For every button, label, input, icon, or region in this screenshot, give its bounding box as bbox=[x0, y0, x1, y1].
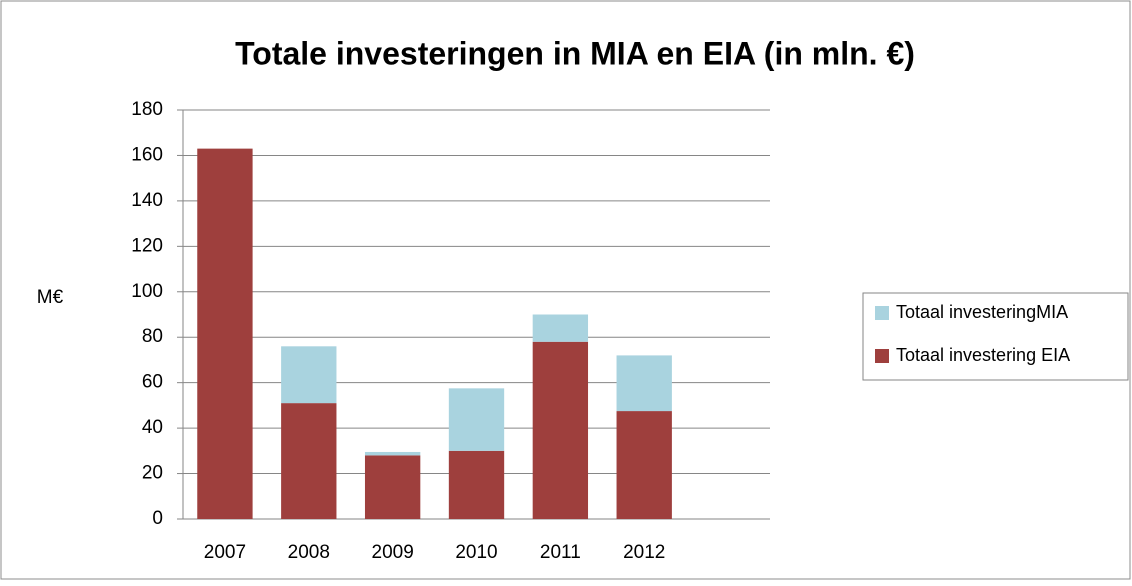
bar-segment bbox=[364, 455, 421, 519]
y-tick-label: 40 bbox=[142, 417, 163, 438]
y-tick-label: 120 bbox=[131, 235, 163, 256]
bar-segment bbox=[448, 450, 505, 519]
y-tick-label: 140 bbox=[131, 190, 163, 211]
x-tick-label: 2011 bbox=[540, 542, 581, 563]
y-tick-label: 0 bbox=[152, 508, 163, 529]
bar-segment bbox=[616, 355, 672, 412]
bar-segment bbox=[532, 314, 589, 342]
bar-segment bbox=[448, 388, 505, 451]
y-tick-label: 60 bbox=[142, 372, 163, 393]
x-tick-label: 2010 bbox=[455, 542, 497, 563]
x-tick-label: 2009 bbox=[372, 542, 414, 563]
x-tick-label: 2007 bbox=[204, 542, 246, 563]
legend-swatch bbox=[875, 306, 889, 320]
chart-title: Totale investeringen in MIA en EIA (in m… bbox=[235, 35, 915, 71]
y-tick-label: 20 bbox=[142, 463, 163, 484]
legend-box bbox=[862, 292, 1129, 381]
y-tick-label: 180 bbox=[131, 99, 163, 120]
y-tick-label: 160 bbox=[131, 144, 163, 165]
x-tick-label: 2012 bbox=[623, 542, 665, 563]
legend-label: Totaal investeringMIA bbox=[896, 302, 1068, 322]
legend-swatch bbox=[875, 349, 889, 363]
bar-segment bbox=[616, 411, 672, 519]
bar-segment bbox=[197, 148, 253, 519]
y-tick-label: 80 bbox=[142, 326, 163, 347]
bar-segment bbox=[281, 403, 337, 519]
bar-segment bbox=[281, 346, 337, 404]
bar-segment bbox=[364, 451, 421, 456]
y-tick-label: 100 bbox=[131, 281, 163, 302]
bar-segment bbox=[532, 341, 589, 519]
legend-label: Totaal investering EIA bbox=[896, 345, 1070, 365]
x-tick-label: 2008 bbox=[288, 542, 330, 563]
y-axis-label: M€ bbox=[37, 287, 64, 308]
